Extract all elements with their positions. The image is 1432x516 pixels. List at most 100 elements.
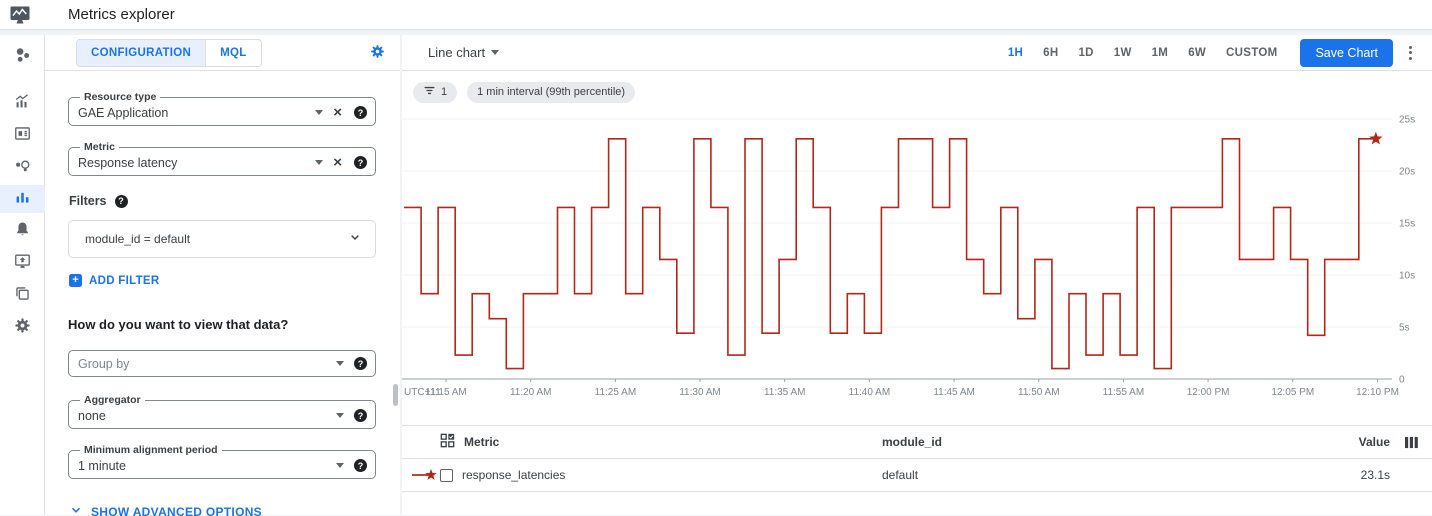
tab-configuration[interactable]: CONFIGURATION	[77, 39, 206, 66]
metric-label: Metric	[84, 141, 115, 153]
plus-icon: +	[69, 274, 82, 287]
svg-text:25s: 25s	[1399, 115, 1415, 126]
filter-list-icon	[423, 84, 436, 100]
svg-text:11:30 AM: 11:30 AM	[679, 387, 721, 398]
chevron-down-icon	[347, 229, 363, 250]
metric-legend-icon	[440, 433, 455, 451]
services-icon	[13, 156, 32, 178]
dropdown-caret-icon[interactable]	[336, 413, 344, 418]
resource-type-value: GAE Application	[78, 105, 169, 120]
filter-chip-module-id[interactable]: module_id = default	[68, 220, 376, 258]
latest-value: 23.1s	[1360, 468, 1390, 482]
range-1w-button[interactable]: 1W	[1105, 41, 1141, 65]
column-header-metric[interactable]: Metric	[464, 435, 500, 449]
help-icon[interactable]: ?	[354, 357, 367, 370]
range-1m-button[interactable]: 1M	[1143, 41, 1178, 65]
sidebar-item-alerting[interactable]	[0, 217, 45, 245]
metrics-explorer-bars-icon	[13, 188, 32, 210]
svg-text:0: 0	[1399, 375, 1405, 386]
dropdown-caret-icon[interactable]	[336, 361, 344, 366]
svg-text:11:50 AM: 11:50 AM	[1018, 387, 1060, 398]
svg-text:11:35 AM: 11:35 AM	[764, 387, 806, 398]
help-icon[interactable]: ?	[354, 106, 367, 119]
sidebar-item-integrations[interactable]	[0, 121, 45, 149]
config-panel: CONFIGURATION MQL Resource type GAE Appl…	[45, 35, 400, 516]
more-options-kebab-button[interactable]	[1401, 42, 1420, 64]
svg-text:11:15 AM: 11:15 AM	[425, 387, 467, 398]
chevron-down-icon	[69, 503, 83, 516]
filter-count-chip[interactable]: 1	[413, 81, 458, 103]
svg-text:5s: 5s	[1399, 323, 1410, 334]
aggregator-field[interactable]: Aggregator none ?	[68, 394, 376, 429]
resource-type-field[interactable]: Resource type GAE Application × ?	[68, 91, 376, 126]
bell-icon	[13, 220, 32, 242]
dropdown-caret-icon[interactable]	[315, 160, 324, 165]
module-id-value: default	[882, 468, 919, 482]
sidebar-item-monitoring-overview[interactable]	[0, 43, 45, 71]
range-1h-button[interactable]: 1H	[999, 41, 1032, 65]
save-chart-button[interactable]: Save Chart	[1300, 38, 1393, 67]
aggregator-value: none	[78, 408, 106, 423]
sidebar-item-services[interactable]	[0, 153, 45, 181]
svg-text:20s: 20s	[1399, 167, 1415, 178]
range-6h-button[interactable]: 6H	[1034, 41, 1067, 65]
uptime-monitor-icon	[13, 252, 32, 274]
clear-icon[interactable]: ×	[333, 154, 342, 171]
range-6w-button[interactable]: 6W	[1179, 41, 1215, 65]
tab-mql[interactable]: MQL	[205, 39, 261, 66]
table-row[interactable]: response_latencies default 23.1s	[402, 459, 1432, 492]
range-custom-button[interactable]: CUSTOM	[1217, 41, 1286, 65]
add-filter-button[interactable]: + ADD FILTER	[69, 274, 160, 287]
sidebar-item-settings[interactable]	[0, 313, 45, 341]
dropdown-caret-icon[interactable]	[336, 463, 344, 468]
sidebar-item-groups[interactable]	[0, 281, 45, 309]
help-icon[interactable]: ?	[354, 156, 367, 169]
svg-text:11:25 AM: 11:25 AM	[595, 387, 637, 398]
svg-text:11:45 AM: 11:45 AM	[933, 387, 975, 398]
alignment-period-label: Minimum alignment period	[84, 444, 218, 456]
filters-help-icon[interactable]: ?	[114, 194, 128, 208]
app-header: Metrics explorer	[0, 0, 1432, 30]
interval-chip[interactable]: 1 min interval (99th percentile)	[467, 81, 636, 103]
latency-chart[interactable]: 25s 20s 15s 10s 5s 0 UTC+11 11:15 AM 11:20 AM 11:…	[402, 107, 1432, 403]
sidebar-item-metrics-explorer[interactable]	[0, 185, 45, 213]
row-checkbox[interactable]	[440, 468, 453, 482]
chart-settings-gear-button[interactable]	[369, 43, 386, 63]
svg-text:11:40 AM: 11:40 AM	[849, 387, 891, 398]
chart-type-dropdown[interactable]: Line chart	[428, 45, 509, 60]
clear-icon[interactable]: ×	[333, 104, 342, 121]
range-1d-button[interactable]: 1D	[1069, 41, 1102, 65]
alignment-period-field[interactable]: Minimum alignment period 1 minute ?	[68, 444, 376, 479]
dropdown-caret-icon[interactable]	[315, 110, 324, 115]
filters-label: Filters	[69, 194, 107, 208]
group-by-field[interactable]: Group by ?	[68, 350, 376, 377]
chart-card: Line chart 1H 6H 1D 1W 1M 6W CUSTOM Save…	[402, 35, 1432, 515]
sidebar-item-dashboards[interactable]	[0, 89, 45, 117]
help-icon[interactable]: ?	[354, 409, 367, 422]
resource-type-label: Resource type	[84, 91, 157, 103]
series-legend-mark	[402, 468, 440, 482]
svg-text:UTC+11: UTC+11	[404, 387, 441, 398]
help-icon[interactable]: ?	[354, 459, 367, 472]
aggregator-label: Aggregator	[84, 394, 141, 406]
overview-cluster-icon	[13, 46, 32, 68]
metric-field[interactable]: Metric Response latency × ?	[68, 141, 376, 176]
page-title: Metrics explorer	[68, 6, 175, 23]
config-scrollbar-thumb[interactable]	[393, 384, 398, 406]
config-tab-group: CONFIGURATION MQL	[76, 38, 262, 67]
svg-text:12:05 PM: 12:05 PM	[1271, 387, 1314, 398]
svg-text:10s: 10s	[1399, 271, 1415, 282]
show-advanced-options-button[interactable]: SHOW ADVANCED OPTIONS	[69, 503, 262, 516]
metric-value: Response latency	[78, 155, 178, 170]
dashboards-chart-icon	[13, 92, 32, 114]
filter-expression: module_id = default	[85, 232, 191, 246]
sidebar-item-uptime-checks[interactable]	[0, 249, 45, 277]
column-header-value[interactable]: Value	[1358, 435, 1390, 449]
column-header-module-id[interactable]: module_id	[882, 435, 943, 449]
gear-icon	[13, 316, 32, 338]
group-by-placeholder: Group by	[78, 356, 130, 371]
dropdown-caret-icon	[491, 50, 500, 55]
column-settings-icon[interactable]	[1390, 436, 1432, 449]
view-data-question: How do you want to view that data?	[68, 317, 289, 332]
svg-text:11:20 AM: 11:20 AM	[510, 387, 552, 398]
